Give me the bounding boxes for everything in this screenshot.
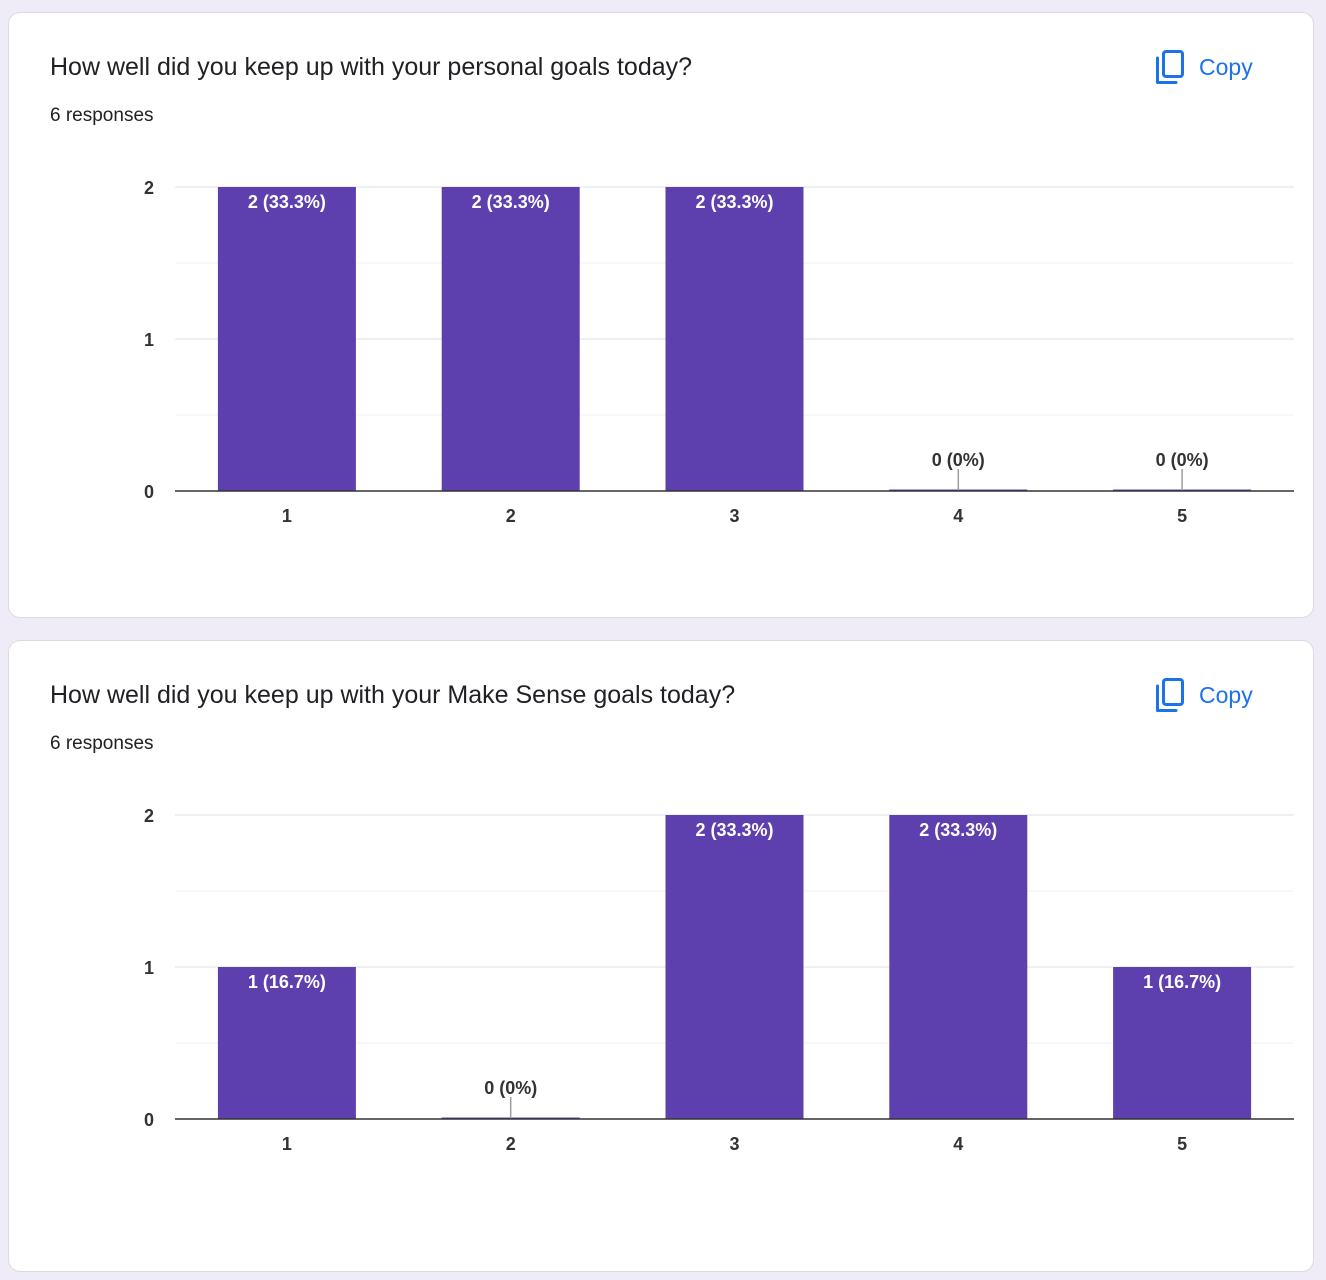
y-tick-label: 0 — [144, 1110, 154, 1130]
question-title: How well did you keep up with your Make … — [50, 681, 736, 709]
data-label: 0 (0%) — [932, 450, 985, 470]
question-card-personal-goals: How well did you keep up with your perso… — [8, 12, 1314, 618]
question-title: How well did you keep up with your perso… — [50, 53, 693, 81]
x-tick-label: 5 — [1177, 506, 1187, 526]
x-tick-label: 2 — [506, 1134, 516, 1154]
copy-label: Copy — [1199, 681, 1253, 708]
response-count: 6 responses — [50, 105, 154, 126]
x-tick-label: 4 — [953, 1134, 963, 1154]
y-tick-label: 1 — [144, 330, 154, 350]
copy-label: Copy — [1199, 53, 1253, 80]
data-label: 2 (33.3%) — [248, 192, 326, 212]
data-label: 2 (33.3%) — [472, 192, 550, 212]
bar — [217, 967, 356, 1119]
response-count: 6 responses — [50, 733, 154, 754]
x-tick-label: 3 — [729, 506, 739, 526]
y-tick-label: 1 — [144, 958, 154, 978]
data-label: 1 (16.7%) — [248, 972, 326, 992]
x-tick-label: 1 — [282, 1134, 292, 1154]
data-label: 0 (0%) — [484, 1078, 537, 1098]
y-tick-label: 2 — [144, 806, 154, 826]
bar — [1113, 967, 1252, 1119]
bar — [441, 187, 580, 491]
x-tick-label: 1 — [282, 506, 292, 526]
bar — [665, 815, 804, 1119]
bar — [217, 187, 356, 491]
data-label: 1 (16.7%) — [1143, 972, 1221, 992]
x-tick-label: 3 — [729, 1134, 739, 1154]
data-label: 2 (33.3%) — [695, 820, 773, 840]
x-tick-label: 2 — [506, 506, 516, 526]
copy-button[interactable]: Copy — [1155, 47, 1253, 87]
y-tick-label: 0 — [144, 482, 154, 502]
copy-icon — [1155, 49, 1185, 85]
bar-chart: 0 1 2 1 (16.7%) 1 0 (0%) 2 2 (33.3%) 3 2 (33.3%) 4… — [144, 806, 1294, 1154]
copy-button[interactable]: Copy — [1155, 675, 1253, 715]
data-label: 2 (33.3%) — [695, 192, 773, 212]
x-tick-label: 5 — [1177, 1134, 1187, 1154]
x-tick-label: 4 — [953, 506, 963, 526]
y-tick-label: 2 — [144, 178, 154, 198]
question-card-make-sense-goals: How well did you keep up with your Make … — [8, 640, 1314, 1272]
data-label: 2 (33.3%) — [919, 820, 997, 840]
bar-chart: 0 1 2 2 (33.3%) 1 2 (33.3%) 2 2 (33.3%) 3 0 (0%) 4… — [144, 178, 1294, 526]
data-label: 0 (0%) — [1156, 450, 1209, 470]
bar — [665, 187, 804, 491]
bar — [889, 815, 1028, 1119]
copy-icon — [1155, 677, 1185, 713]
